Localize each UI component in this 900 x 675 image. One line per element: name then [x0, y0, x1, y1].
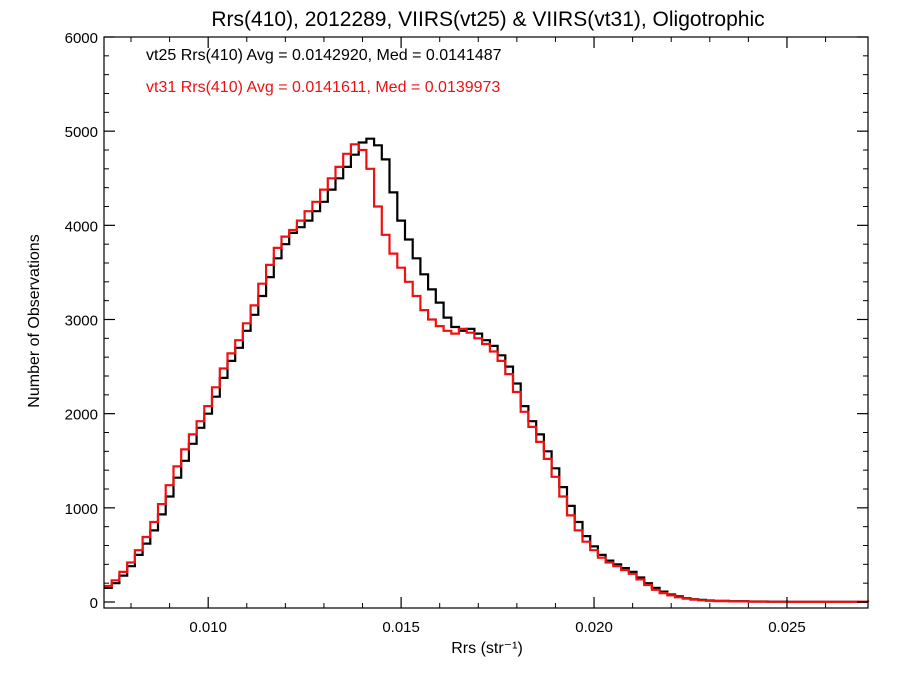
legend-entry-vt25: vt25 Rrs(410) Avg = 0.0142920, Med = 0.0… [146, 47, 502, 64]
plot-frame [103, 36, 869, 609]
y-tick-label: 6000 [65, 30, 98, 47]
y-tick-label: 5000 [65, 124, 98, 141]
chart-title: Rrs(410), 2012289, VIIRS(vt25) & VIIRS(v… [211, 8, 764, 31]
x-axis-label: Rrs (str⁻¹) [451, 640, 523, 657]
axes-layer: 0.010 0.015 0.020 0.025 0 1000 2000 3000 4000 500… [65, 30, 869, 636]
y-tick-label: 3000 [65, 313, 98, 330]
x-tick-label: 0.025 [768, 619, 806, 636]
legend-entry-vt31: vt31 Rrs(410) Avg = 0.0141611, Med = 0.0… [146, 79, 500, 96]
y-axis-label: Number of Observations [26, 234, 43, 407]
y-tick-label: 0 [90, 595, 98, 612]
y-tick-label: 2000 [65, 407, 98, 424]
series-layer [104, 137, 870, 603]
series-line-1 [104, 143, 870, 603]
x-tick-label: 0.015 [382, 619, 420, 636]
y-tick-label: 1000 [65, 501, 98, 518]
x-tick-label: 0.010 [189, 619, 227, 636]
x-tick-label: 0.020 [575, 619, 613, 636]
y-tick-label: 4000 [65, 218, 98, 235]
